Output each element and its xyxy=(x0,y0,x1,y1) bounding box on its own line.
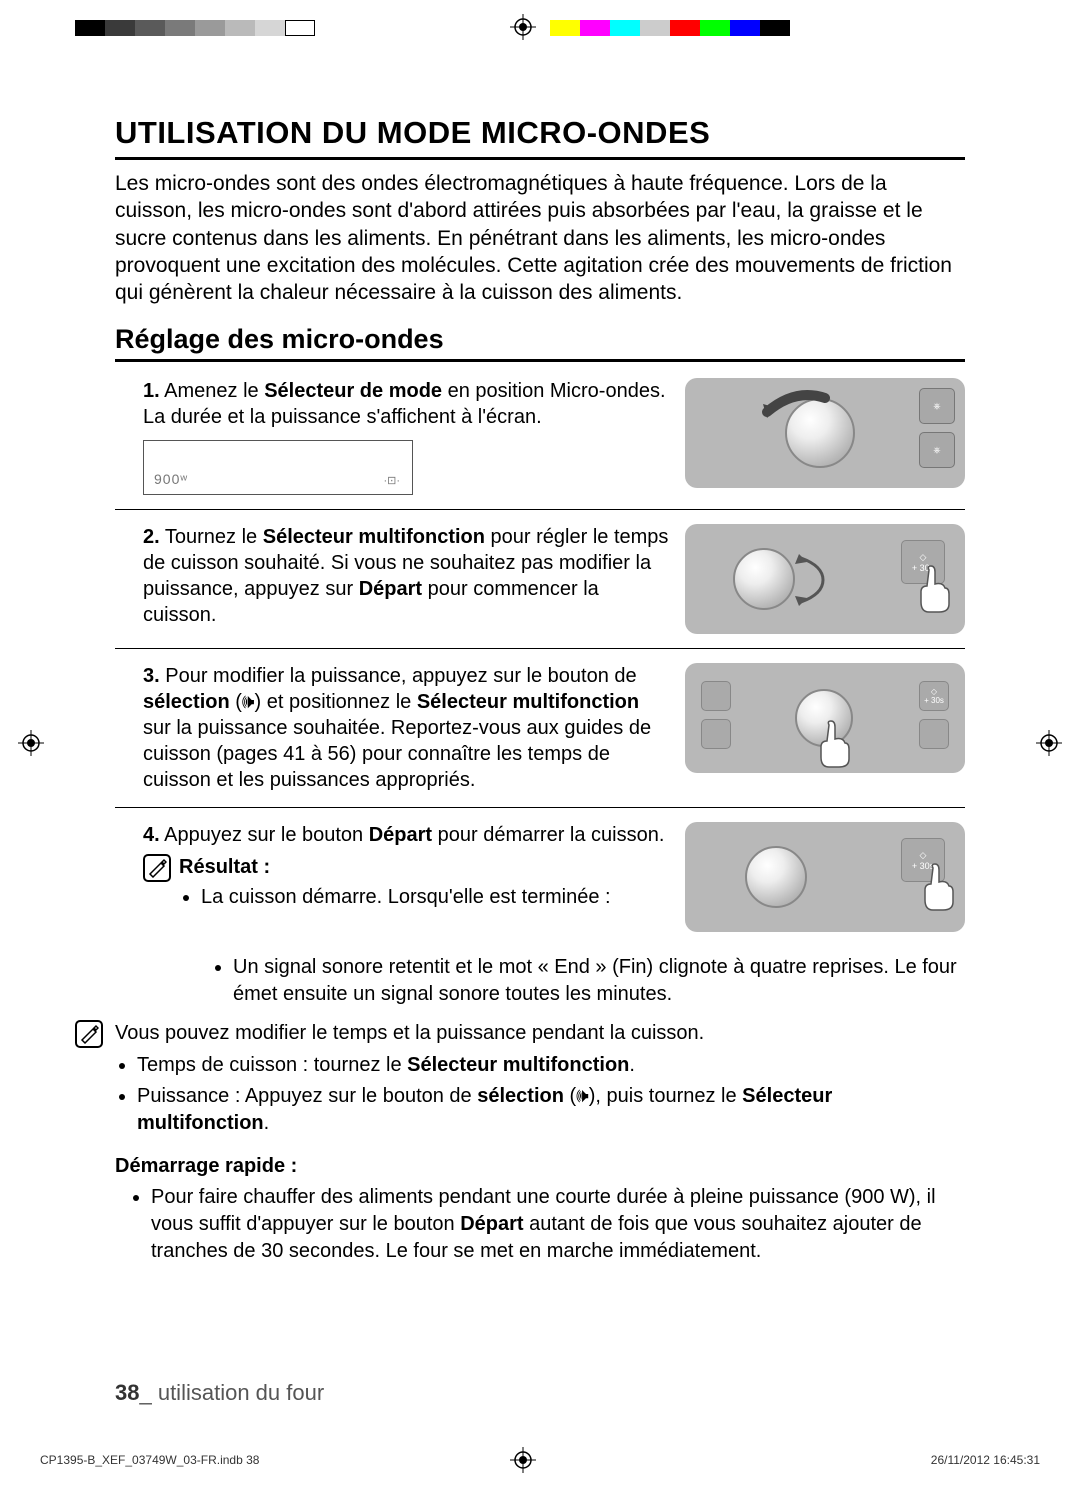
subsection-title: Réglage des micro-ondes xyxy=(115,324,965,362)
registration-mark-icon xyxy=(1036,730,1062,756)
step-text: Amenez le Sélecteur de mode en position … xyxy=(143,380,666,428)
result-bullet: La cuisson démarre. Lorsqu'elle est term… xyxy=(201,884,669,911)
sensor-button-icon: ⎈ xyxy=(919,388,955,424)
section-title: UTILISATION DU MODE MICRO-ONDES xyxy=(115,115,965,160)
print-filename: CP1395-B_XEF_03749W_03-FR.indb 38 xyxy=(40,1453,259,1467)
page-section-label: _ utilisation du four xyxy=(139,1380,324,1405)
note-icon xyxy=(143,854,171,882)
step-text: Pour modifier la puissance, appuyez sur … xyxy=(143,665,651,791)
step-text: Appuyez sur le bouton Départ pour démarr… xyxy=(164,824,664,846)
step-number: 4. xyxy=(143,824,160,846)
note-bullet: Temps de cuisson : tournez le Sélecteur … xyxy=(137,1052,965,1079)
step-1: 1. Amenez le Sélecteur de mode en positi… xyxy=(115,378,965,510)
step-number: 2. xyxy=(143,526,160,548)
step-3: 3. Pour modifier la puissance, appuyez s… xyxy=(115,663,965,808)
sensor-button-icon: ⎈ xyxy=(919,432,955,468)
step-4: 4. Appuyez sur le bouton Départ pour dém… xyxy=(115,822,965,946)
page-content: UTILISATION DU MODE MICRO-ONDES Les micr… xyxy=(115,115,965,1269)
result-label: Résultat : xyxy=(179,856,270,878)
step-2: 2. Tournez le Sélecteur multifonction po… xyxy=(115,524,965,649)
print-metadata: CP1395-B_XEF_03749W_03-FR.indb 38 26/11/… xyxy=(40,1453,1040,1467)
step-number: 1. xyxy=(143,380,160,402)
power-select-illustration: ◇+ 30s xyxy=(685,663,965,773)
mode-selector-illustration: ⎈ ⎈ xyxy=(685,378,965,488)
lcd-display-illustration: 900ʷ ·⊡· xyxy=(143,440,413,495)
note-icon xyxy=(75,1020,103,1048)
quick-start-heading: Démarrage rapide : xyxy=(115,1155,965,1178)
multifunction-dial-illustration: ◇+ 30s xyxy=(685,524,965,634)
registration-mark-icon xyxy=(18,730,44,756)
calibration-bar-color xyxy=(550,20,790,36)
result-bullet: Un signal sonore retentit et le mot « En… xyxy=(233,954,965,1008)
intro-paragraph: Les micro-ondes sont des ondes électroma… xyxy=(115,170,965,306)
note-text: Vous pouvez modifier le temps et la puis… xyxy=(115,1022,704,1044)
step-text: Tournez le Sélecteur multifonction pour … xyxy=(143,526,668,626)
note-block: Vous pouvez modifier le temps et la puis… xyxy=(115,1020,965,1141)
step-number: 3. xyxy=(143,665,160,687)
page-number: 38 xyxy=(115,1380,139,1405)
registration-mark-icon xyxy=(510,14,536,40)
page-footer: 38_ utilisation du four xyxy=(115,1380,324,1406)
note-bullet: Puissance : Appuyez sur le bouton de sél… xyxy=(137,1083,965,1137)
start-button-illustration: ◇+ 30s xyxy=(685,822,965,932)
quick-start-text: Pour faire chauffer des aliments pendant… xyxy=(151,1184,965,1265)
print-timestamp: 26/11/2012 16:45:31 xyxy=(931,1453,1040,1467)
calibration-bar-grayscale xyxy=(75,20,315,36)
